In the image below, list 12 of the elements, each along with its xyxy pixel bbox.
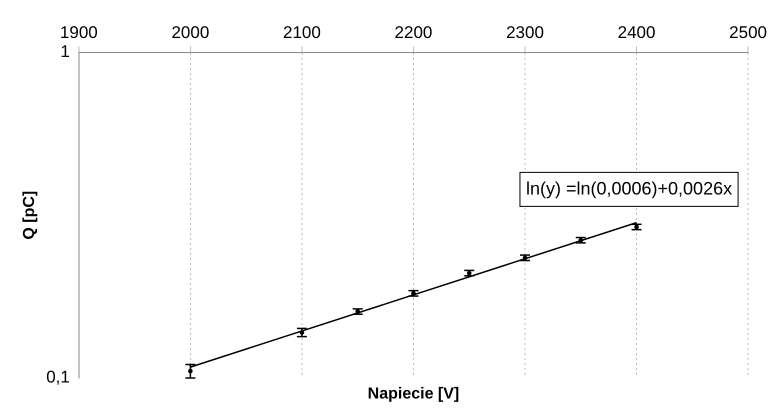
x-tick-label: 2500 xyxy=(729,22,768,42)
x-axis-title: Napiecie [V] xyxy=(368,385,460,402)
x-tick-label: 2400 xyxy=(618,22,656,42)
annotation: ln(y) =ln(0,0006)+0,0026x xyxy=(526,178,732,198)
y-tick-label: 0,1 xyxy=(46,368,70,387)
x-tick-label: 2200 xyxy=(394,22,432,42)
x-tick-label: 2000 xyxy=(171,22,210,42)
x-tick-label: 2100 xyxy=(283,22,321,42)
y-tick-label: 1 xyxy=(60,42,70,62)
x-tick-label: 1900 xyxy=(60,22,98,42)
x-tick-label: 2300 xyxy=(506,22,544,42)
y-axis-title: Q [pC] xyxy=(21,190,38,240)
